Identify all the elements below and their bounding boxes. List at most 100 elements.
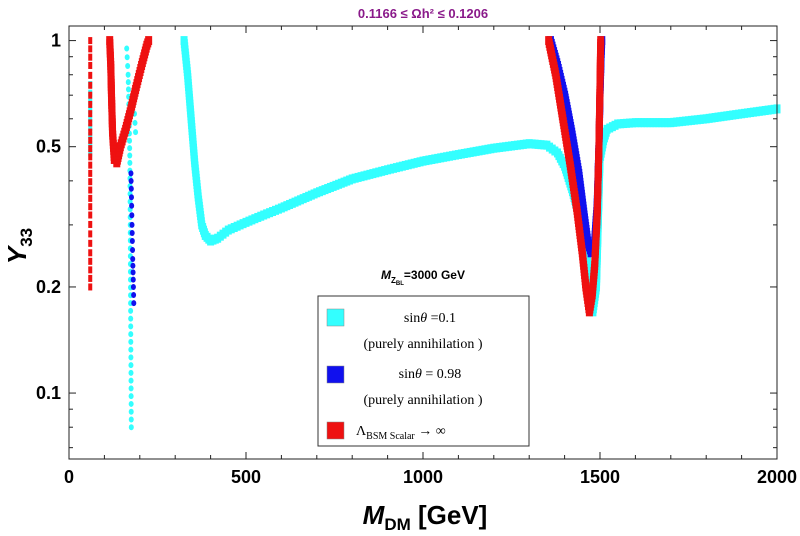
y-tick-label: 0.1 [36,383,61,403]
legend-swatch-blue [326,365,345,384]
series-layer [88,36,781,431]
legend-swatch-red [326,421,345,440]
data-point [597,36,605,46]
data-point [128,377,134,384]
legend-sublabel-cyan: (purely annihilation ) [364,337,483,352]
data-point [132,119,138,126]
data-point [88,119,93,127]
data-point [88,257,93,265]
data-point [127,145,133,152]
data-point [133,129,139,136]
data-point [88,91,93,99]
data-point [128,416,134,423]
data-point [130,262,136,269]
axis-ticks: 0 500 1000 1500 2000 0.1 0.2 0.5 1 [36,26,797,487]
data-point [129,238,135,245]
data-point [128,185,134,192]
data-point [128,194,134,201]
data-point [125,86,131,93]
data-point [128,323,134,330]
data-point [88,274,93,282]
data-point [88,194,93,202]
data-point [128,354,134,361]
legend-label-blue: sinθ = 0.98 [399,367,462,382]
data-point [88,37,93,45]
data-point [88,249,93,257]
legend-swatch-cyan [326,308,345,327]
data-point [125,62,131,69]
annotation-mzbl: MZBL=3000 GeV [381,268,465,287]
data-point [88,161,93,169]
x-tick-label: 0 [64,467,74,487]
data-point [125,71,131,78]
x-axis-label: MDM [GeV] [363,500,488,531]
data-point [88,220,93,228]
data-point [128,362,134,369]
data-point [88,230,93,238]
data-point [88,61,93,69]
data-point [128,424,134,431]
x-tick-label: 500 [231,467,261,487]
data-point [130,256,136,263]
data-point [124,45,130,52]
data-point [88,110,93,118]
data-point [88,153,93,161]
data-point [128,315,134,322]
legend-entry-blue: sinθ = 0.98 (purely annihilation ) [326,365,483,408]
chart-title: 0.1166 ≤ Ωh² ≤ 0.1206 [358,6,488,21]
legend-label-cyan: sinθ =0.1 [404,311,456,326]
legend: sinθ =0.1 (purely annihilation ) sinθ = … [317,295,530,447]
data-point [129,212,135,219]
y-axis-label: Y33 [2,228,36,264]
legend-entry-cyan: sinθ =0.1 (purely annihilation ) [326,308,483,352]
data-point [88,100,93,108]
data-point [130,283,136,290]
data-point [130,247,136,254]
data-point [88,178,93,186]
data-point [129,221,135,228]
data-point [145,36,153,46]
data-point [127,137,133,144]
data-point [88,123,93,131]
data-point [128,408,134,415]
data-point [88,186,93,194]
y-tick-label: 0.2 [36,277,61,297]
data-point [128,400,134,407]
series-2 [88,36,605,317]
data-point [128,170,134,177]
x-tick-label: 2000 [757,467,797,487]
data-point [88,145,93,153]
data-point [88,239,93,247]
data-point [128,385,134,392]
data-point [88,81,93,89]
data-point [128,307,134,314]
data-point [128,346,134,353]
data-point [130,269,136,276]
data-point [128,331,134,338]
legend-box [317,295,530,447]
data-point [125,79,131,86]
data-point [127,159,133,166]
data-point [88,45,93,53]
data-point [88,136,93,144]
data-point [88,132,93,140]
data-point [88,128,93,136]
data-point [88,169,93,177]
data-point [130,276,136,283]
data-point [128,178,134,185]
data-point [88,203,93,211]
y-tick-label: 1 [51,31,61,51]
data-point [131,292,137,299]
data-point [88,211,93,219]
data-point [127,152,133,159]
data-point [88,115,93,123]
x-tick-label: 1000 [403,467,443,487]
legend-sublabel-blue: (purely annihilation ) [364,393,483,408]
data-point [88,71,93,79]
data-point [88,53,93,61]
data-point [88,283,93,291]
data-point [88,266,93,274]
x-tick-label: 1500 [580,467,620,487]
data-point [131,300,137,307]
data-point [88,140,93,148]
